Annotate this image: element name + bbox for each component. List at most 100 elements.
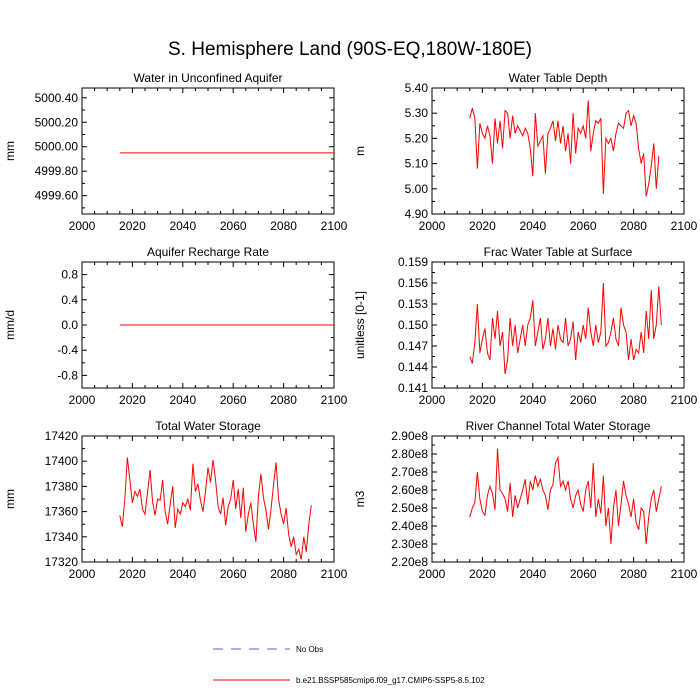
x-tick-label: 2040 — [169, 567, 196, 581]
y-tick-label: 0.156 — [398, 276, 428, 290]
y-tick-label: 17380 — [45, 479, 79, 493]
panel-title: Frac Water Table at Surface — [484, 245, 633, 259]
panel-title: Aquifer Recharge Rate — [147, 245, 269, 259]
panel-water-unconfined-aquifer: Water in Unconfined Aquifer mm 2000 2020 204… — [3, 71, 348, 233]
y-axis-label: mm — [3, 141, 17, 161]
x-tick-label: 2040 — [519, 567, 546, 581]
x-tick-label: 2060 — [570, 219, 597, 233]
series-line — [469, 100, 660, 197]
y-tick-label: 2.40e8 — [391, 519, 428, 533]
y-tick-label: 0.153 — [398, 297, 428, 311]
x-tick-label: 2080 — [620, 219, 647, 233]
y-tick-label: 4999.80 — [35, 164, 79, 178]
y-tick-label: 5.30 — [405, 106, 429, 120]
x-tick-label: 2040 — [519, 393, 546, 407]
y-tick-label: 17320 — [45, 555, 79, 569]
y-tick-label: 17400 — [45, 454, 79, 468]
y-tick-label: 2.90e8 — [391, 429, 428, 443]
x-tick-label: 2020 — [469, 219, 496, 233]
series-line — [469, 282, 662, 375]
y-tick-label: 5.20 — [405, 131, 429, 145]
x-tick-label: 2080 — [270, 393, 297, 407]
panel-total-water-storage: Total Water Storage mm 2000 2020 2040 2060 208… — [3, 419, 348, 581]
y-tick-label: 0.144 — [398, 360, 428, 374]
panel-aquifer-recharge-rate: Aquifer Recharge Rate mm/d 2000 2020 2040 206… — [3, 245, 348, 407]
y-tick-label: 17420 — [45, 429, 79, 443]
plot-frame — [81, 87, 335, 215]
y-tick-label: 0.159 — [398, 255, 428, 269]
y-tick-label: -0.8 — [57, 368, 78, 382]
y-tick-label: 17340 — [45, 530, 79, 544]
x-tick-label: 2060 — [220, 567, 247, 581]
y-tick-label: 17360 — [45, 505, 79, 519]
y-tick-label: 0.141 — [398, 381, 428, 395]
x-tick-label: 2100 — [321, 567, 348, 581]
y-tick-label: 5.40 — [405, 81, 429, 95]
x-tick-label: 2020 — [469, 567, 496, 581]
y-tick-label: 0.0 — [61, 318, 78, 332]
x-tick-label: 2060 — [220, 393, 247, 407]
x-tick-label: 2020 — [119, 393, 146, 407]
x-tick-label: 2000 — [419, 219, 446, 233]
x-tick-label: 2020 — [119, 219, 146, 233]
x-tick-label: 2020 — [119, 567, 146, 581]
x-tick-label: 2100 — [671, 393, 698, 407]
y-tick-label: 2.20e8 — [391, 555, 428, 569]
x-tick-label: 2100 — [671, 567, 698, 581]
legend-obs-label: No Obs — [296, 645, 323, 654]
panel-frac-water-table-surface: Frac Water Table at Surface unitless [0-1… — [353, 245, 698, 407]
y-tick-label: 0.147 — [398, 339, 428, 353]
panel-title: Water Table Depth — [509, 71, 608, 85]
x-tick-label: 2060 — [570, 567, 597, 581]
x-tick-label: 2040 — [169, 393, 196, 407]
x-tick-label: 2000 — [69, 393, 96, 407]
x-tick-label: 2100 — [671, 219, 698, 233]
y-tick-label: 0.4 — [61, 293, 78, 307]
figure-title: S. Hemisphere Land (90S-EQ,180W-180E) — [168, 39, 532, 60]
y-tick-label: 2.30e8 — [391, 537, 428, 551]
y-tick-label: 0.8 — [61, 268, 78, 282]
x-tick-label: 2000 — [419, 567, 446, 581]
plot-frame — [81, 435, 335, 563]
legend-model-label: b.e21.BSSP585cmip6.f09_g17.CMIP6-SSP5-8.… — [296, 676, 485, 685]
x-tick-label: 2080 — [620, 393, 647, 407]
x-tick-label: 2040 — [519, 219, 546, 233]
y-tick-label: 0.150 — [398, 318, 428, 332]
panel-title: Water in Unconfined Aquifer — [134, 71, 283, 85]
x-tick-label: 2100 — [321, 393, 348, 407]
y-tick-label: -0.4 — [57, 343, 78, 357]
x-tick-label: 2000 — [69, 219, 96, 233]
panel-title: River Channel Total Water Storage — [466, 419, 651, 433]
y-tick-label: 5000.00 — [35, 140, 79, 154]
y-axis-label: mm — [3, 489, 17, 509]
y-tick-label: 2.50e8 — [391, 501, 428, 515]
panel-water-table-depth: Water Table Depth m 2000 2020 2040 2060 2080 21… — [353, 71, 698, 233]
y-tick-label: 4999.60 — [35, 189, 79, 203]
x-tick-label: 2060 — [220, 219, 247, 233]
y-tick-label: 5000.40 — [35, 91, 79, 105]
y-tick-label: 2.60e8 — [391, 483, 428, 497]
y-tick-label: 2.80e8 — [391, 447, 428, 461]
y-tick-label: 2.70e8 — [391, 465, 428, 479]
x-tick-label: 2020 — [469, 393, 496, 407]
y-tick-label: 5000.20 — [35, 115, 79, 129]
x-tick-label: 2080 — [270, 219, 297, 233]
y-tick-label: 5.10 — [405, 157, 429, 171]
series-line — [119, 457, 312, 560]
series-line — [469, 448, 662, 545]
panel-title: Total Water Storage — [155, 419, 261, 433]
x-tick-label: 2000 — [419, 393, 446, 407]
y-axis-label: m3 — [353, 490, 367, 507]
y-tick-label: 4.90 — [405, 207, 429, 221]
x-tick-label: 2080 — [270, 567, 297, 581]
y-axis-label: unitless [0-1] — [353, 291, 367, 359]
x-tick-label: 2060 — [570, 393, 597, 407]
x-tick-label: 2040 — [169, 219, 196, 233]
x-tick-label: 2100 — [321, 219, 348, 233]
x-tick-label: 2000 — [69, 567, 96, 581]
y-axis-label: m — [353, 146, 367, 156]
x-tick-label: 2080 — [620, 567, 647, 581]
legend: No Obs b.e21.BSSP585cmip6.f09_g17.CMIP6-… — [213, 645, 485, 685]
